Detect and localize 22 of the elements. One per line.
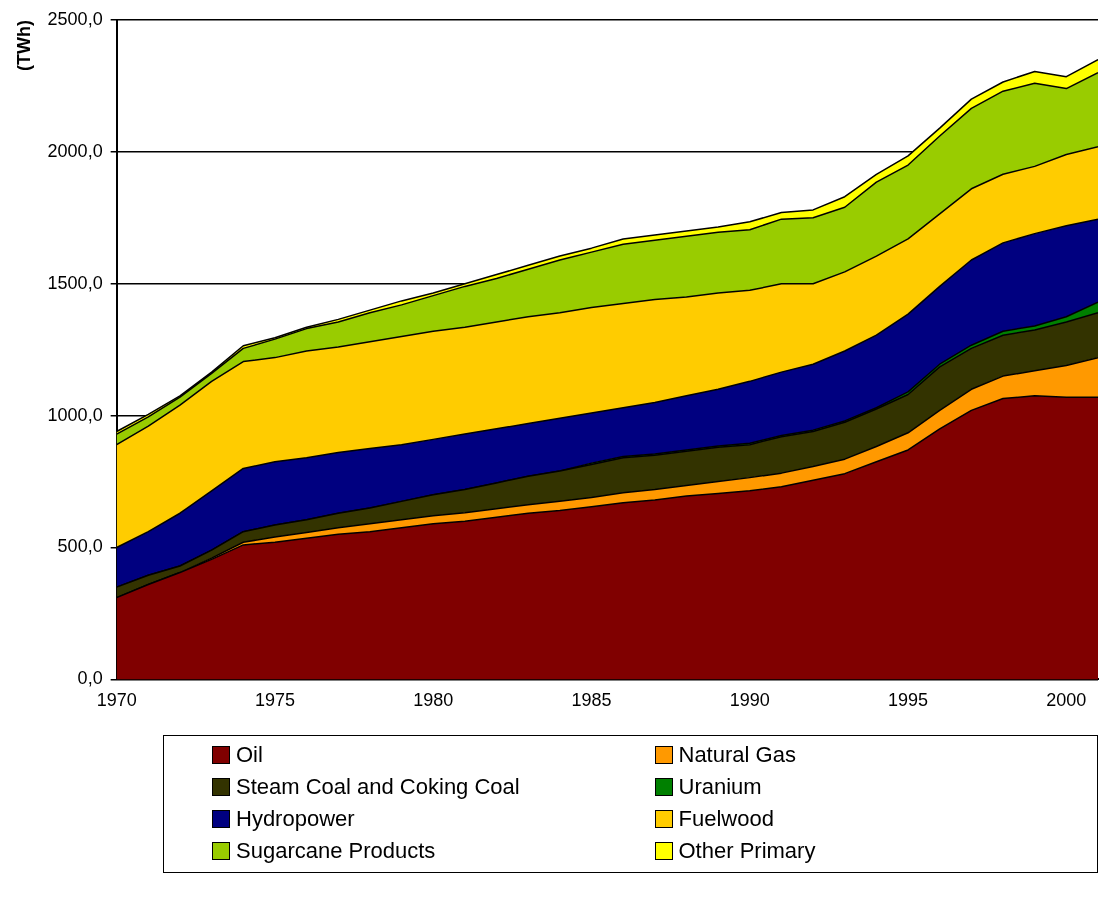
y-tick-label: 1500,0	[47, 272, 103, 293]
x-tick-label: 1975	[254, 690, 295, 711]
y-tick-label: 2500,0	[47, 8, 103, 29]
legend-label: Steam Coal and Coking Coal	[236, 774, 520, 800]
legend-label: Oil	[236, 742, 263, 768]
x-tick-label: 2000	[1046, 690, 1087, 711]
y-axis-title: (TWh)	[13, 20, 34, 71]
y-tick-label: 500,0	[57, 536, 103, 557]
x-tick-label: 1970	[96, 690, 137, 711]
x-tick-label: 1980	[413, 690, 454, 711]
y-tick-label: 2000,0	[47, 140, 103, 161]
legend-label: Natural Gas	[678, 742, 796, 768]
x-tick-label: 1995	[888, 690, 929, 711]
x-tick-label: 1990	[729, 690, 770, 711]
legend-label: Sugarcane Products	[236, 838, 436, 864]
x-tick-label: 1985	[571, 690, 612, 711]
legend-label: Other Primary	[678, 838, 816, 864]
legend-label: Uranium	[678, 774, 762, 800]
legend-label: Hydropower	[236, 806, 355, 832]
y-tick-label: 1000,0	[47, 404, 103, 425]
legend-label: Fuelwood	[678, 806, 774, 832]
y-tick-label: 0,0	[77, 668, 103, 689]
